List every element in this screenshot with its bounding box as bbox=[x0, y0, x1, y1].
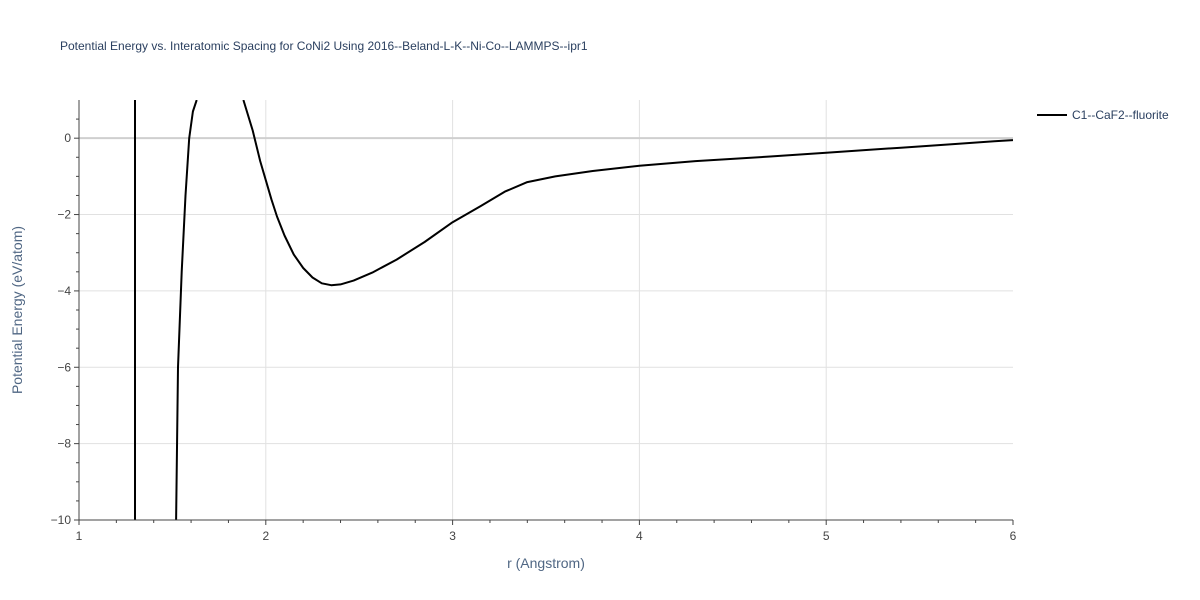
y-tick-label: −2 bbox=[57, 208, 71, 222]
plot-area bbox=[134, 100, 1013, 520]
x-axis-title: r (Angstrom) bbox=[507, 555, 585, 571]
x-tick-label: 3 bbox=[449, 529, 456, 543]
x-tick-label: 5 bbox=[823, 529, 830, 543]
axis-ticks: 1 2 3 4 5 6 0 −2 −4 −6 −8 −10 bbox=[51, 100, 1017, 543]
x-tick-label: 4 bbox=[636, 529, 643, 543]
series-line-branch bbox=[175, 100, 198, 520]
x-tick-label: 1 bbox=[76, 529, 83, 543]
y-tick-label: −6 bbox=[57, 360, 71, 374]
x-tick-label: 6 bbox=[1010, 529, 1017, 543]
legend-label: C1--CaF2--fluorite bbox=[1072, 108, 1169, 122]
y-tick-label: −4 bbox=[57, 284, 71, 298]
y-tick-label: −10 bbox=[51, 513, 72, 527]
y-tick-label: −8 bbox=[57, 437, 71, 451]
grid bbox=[79, 100, 1013, 520]
chart-title: Potential Energy vs. Interatomic Spacing… bbox=[60, 39, 588, 53]
series-line-branch bbox=[242, 100, 1013, 287]
y-tick-label: 0 bbox=[64, 131, 71, 145]
y-axis-title: Potential Energy (eV/atom) bbox=[9, 226, 25, 394]
x-tick-label: 2 bbox=[262, 529, 269, 543]
legend[interactable]: C1--CaF2--fluorite bbox=[1037, 108, 1169, 122]
